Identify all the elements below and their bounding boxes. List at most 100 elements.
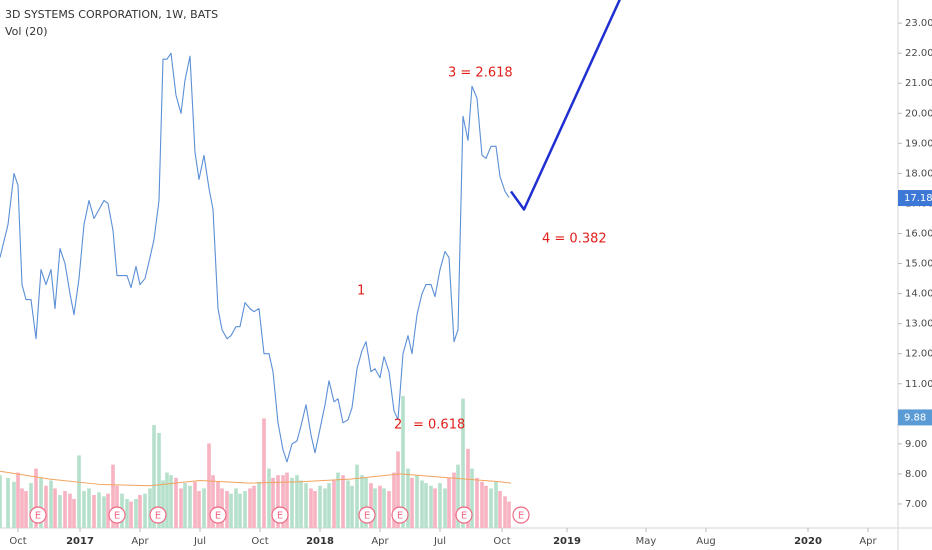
x-tick-label: Jul	[433, 536, 446, 547]
price-badge-label: 17.18	[904, 193, 932, 204]
volume-bar	[157, 432, 161, 528]
volume-bar	[229, 493, 233, 528]
price-line	[0, 52, 510, 463]
volume-bar	[87, 488, 91, 528]
volume-bar	[225, 491, 229, 528]
volume-bar	[82, 491, 86, 528]
volume-bar	[125, 498, 129, 528]
y-tick-label: 11.00	[905, 379, 932, 390]
volume-bar	[77, 455, 81, 528]
volume-bar	[438, 483, 442, 528]
earnings-label: E	[155, 511, 161, 522]
volume-bar	[234, 488, 238, 528]
volume-bar	[257, 481, 261, 528]
volume-bar	[489, 488, 493, 528]
volume-bar	[480, 481, 484, 528]
volume-bar	[461, 398, 465, 528]
volume-bar	[165, 472, 169, 528]
volume-bar	[152, 425, 156, 528]
volume-bar	[290, 477, 294, 528]
y-tick-label: 21.00	[905, 78, 932, 89]
x-tick-label: Oct	[493, 536, 510, 547]
x-tick-label: 2020	[794, 536, 822, 547]
volume-bar	[341, 475, 345, 528]
volume-bar	[169, 475, 173, 528]
volume-bar	[134, 498, 138, 528]
earnings-label: E	[397, 511, 403, 522]
y-tick-label: 20.00	[905, 108, 932, 119]
volume-bar	[378, 485, 382, 528]
volume-bar	[276, 475, 280, 528]
y-tick-label: 8.00	[905, 469, 927, 480]
x-tick-label: 2019	[553, 536, 581, 547]
volume-bar	[299, 480, 303, 528]
volume-bar	[72, 498, 76, 528]
x-tick-label: Jul	[193, 536, 206, 547]
volume-bar	[53, 488, 57, 528]
volume-bar	[396, 451, 400, 528]
volume-bar	[503, 496, 507, 528]
volume-bar	[12, 481, 16, 528]
annotation: 3 = 2.618	[448, 66, 513, 81]
volume-bar	[346, 480, 350, 528]
volume-bar	[102, 496, 106, 528]
volume-bar	[323, 488, 327, 528]
volume-bar	[443, 488, 447, 528]
price-badge	[898, 190, 932, 207]
annotation: 1	[357, 284, 365, 299]
earnings-label: E	[277, 511, 283, 522]
volume-bar	[456, 464, 460, 528]
volume-bar	[420, 480, 424, 528]
volume-bar	[392, 472, 396, 528]
volume-bar	[49, 480, 53, 528]
volume-bar	[207, 443, 211, 528]
volume-bar	[424, 483, 428, 528]
volume-bar	[0, 475, 2, 528]
volume-bar	[111, 464, 115, 528]
volume-bar	[193, 481, 197, 528]
chart-subtitle: Vol (20)	[5, 25, 48, 38]
volume-bar	[401, 396, 405, 528]
volume-bar	[373, 488, 377, 528]
volume-bar	[58, 495, 62, 528]
earnings-label: E	[518, 511, 524, 522]
volume-bar	[161, 480, 165, 528]
volume-bar	[466, 448, 470, 528]
volume-bar	[415, 475, 419, 528]
x-tick-label: Oct	[251, 536, 268, 547]
volume-bar	[318, 485, 322, 528]
price-badge	[898, 409, 932, 426]
volume-bar	[313, 491, 317, 528]
y-tick-label: 16.00	[905, 228, 932, 239]
volume-bar	[332, 480, 336, 528]
x-tick-label: Aug	[696, 536, 716, 547]
earnings-marker	[149, 506, 167, 524]
y-tick-label: 22.00	[905, 48, 932, 59]
chart-title: 3D SYSTEMS CORPORATION, 1W, BATS	[5, 8, 218, 21]
volume-bar	[143, 493, 147, 528]
volume-bar	[498, 491, 502, 528]
volume-bar	[433, 488, 437, 528]
earnings-label: E	[364, 511, 370, 522]
x-tick-label: 2017	[66, 536, 94, 547]
volume-bar	[243, 491, 247, 528]
volume-bar	[20, 488, 24, 528]
volume-bar	[106, 493, 110, 528]
volume-bar	[281, 475, 285, 528]
volume-bar	[360, 475, 364, 528]
volume-bar	[494, 481, 498, 528]
volume-bar	[355, 464, 359, 528]
volume-bar	[369, 483, 373, 528]
volume-bar	[148, 488, 152, 528]
volume-bar	[183, 483, 187, 528]
x-tick-label: Oct	[9, 536, 26, 547]
volume-ma-line	[0, 470, 512, 487]
volume-bar	[336, 472, 340, 528]
volume-bar	[267, 468, 271, 528]
volume-bar	[507, 501, 511, 528]
volume-bar	[252, 485, 256, 528]
volume-bar	[238, 493, 242, 528]
annotation: = 0.618	[413, 418, 465, 433]
volume-bar	[295, 475, 299, 528]
